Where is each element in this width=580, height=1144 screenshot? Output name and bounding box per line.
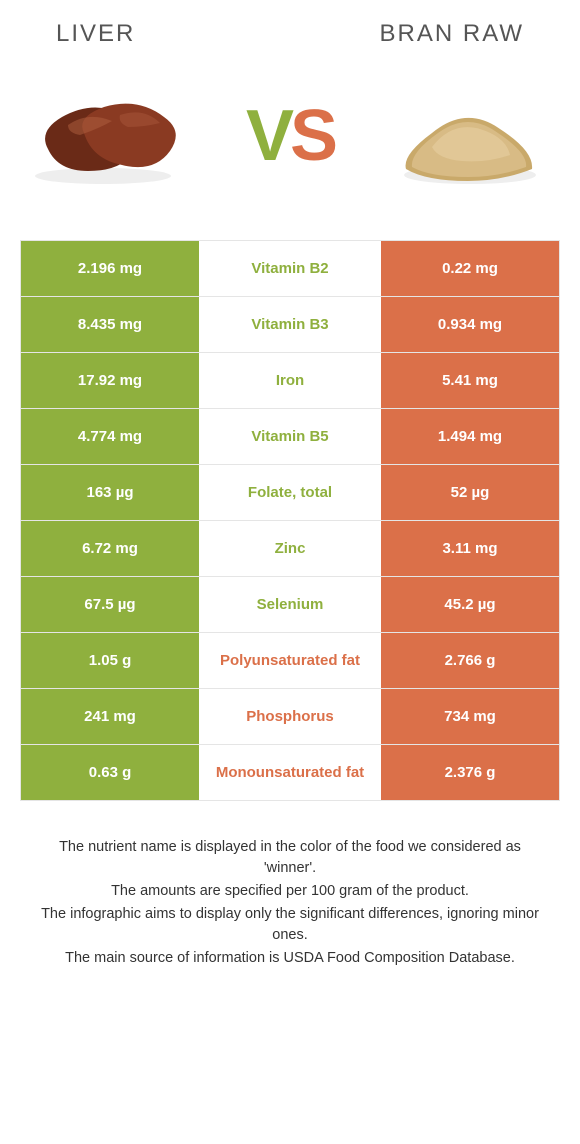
nutrient-table: 2.196 mgVitamin B20.22 mg8.435 mgVitamin… [20,240,560,801]
left-value-cell: 0.63 g [21,745,199,800]
left-value-cell: 1.05 g [21,633,199,688]
nutrient-row: 0.63 gMonounsaturated fat2.376 g [21,745,559,801]
left-value-cell: 163 µg [21,465,199,520]
right-food-title: Bran raw [380,20,524,48]
right-value-cell: 3.11 mg [381,521,559,576]
nutrient-row: 1.05 gPolyunsaturated fat2.766 g [21,633,559,689]
left-value-cell: 67.5 µg [21,577,199,632]
vs-v: V [246,95,290,177]
nutrient-name-cell: Polyunsaturated fat [199,633,381,688]
left-value-cell: 8.435 mg [21,297,199,352]
nutrient-row: 4.774 mgVitamin B51.494 mg [21,409,559,465]
note-line: The main source of information is USDA F… [34,948,546,969]
vs-s: S [290,95,334,177]
nutrient-row: 241 mgPhosphorus734 mg [21,689,559,745]
nutrient-name-cell: Monounsaturated fat [199,745,381,800]
note-line: The nutrient name is displayed in the co… [34,837,546,879]
nutrient-row: 163 µgFolate, total52 µg [21,465,559,521]
nutrient-row: 8.435 mgVitamin B30.934 mg [21,297,559,353]
right-value-cell: 0.934 mg [381,297,559,352]
right-value-cell: 2.376 g [381,745,559,800]
left-value-cell: 2.196 mg [21,241,199,296]
nutrient-name-cell: Vitamin B2 [199,241,381,296]
left-food-title: Liver [56,20,135,48]
right-value-cell: 734 mg [381,689,559,744]
nutrient-name-cell: Selenium [199,577,381,632]
nutrient-name-cell: Phosphorus [199,689,381,744]
vs-label: VS [246,95,334,177]
note-line: The amounts are specified per 100 gram o… [34,881,546,902]
nutrient-name-cell: Vitamin B3 [199,297,381,352]
right-value-cell: 0.22 mg [381,241,559,296]
footer-notes: The nutrient name is displayed in the co… [16,837,564,969]
hero-row: VS [16,76,564,196]
right-value-cell: 2.766 g [381,633,559,688]
nutrient-row: 6.72 mgZinc3.11 mg [21,521,559,577]
nutrient-name-cell: Vitamin B5 [199,409,381,464]
nutrient-name-cell: Folate, total [199,465,381,520]
liver-image [28,76,198,196]
note-line: The infographic aims to display only the… [34,904,546,946]
nutrient-name-cell: Zinc [199,521,381,576]
nutrient-row: 2.196 mgVitamin B20.22 mg [21,241,559,297]
nutrient-row: 17.92 mgIron5.41 mg [21,353,559,409]
nutrient-row: 67.5 µgSelenium45.2 µg [21,577,559,633]
nutrient-name-cell: Iron [199,353,381,408]
right-value-cell: 45.2 µg [381,577,559,632]
left-value-cell: 4.774 mg [21,409,199,464]
left-value-cell: 17.92 mg [21,353,199,408]
titles-row: Liver Bran raw [16,20,564,48]
right-value-cell: 5.41 mg [381,353,559,408]
right-value-cell: 1.494 mg [381,409,559,464]
left-value-cell: 6.72 mg [21,521,199,576]
right-value-cell: 52 µg [381,465,559,520]
left-value-cell: 241 mg [21,689,199,744]
bran-image [382,76,552,196]
